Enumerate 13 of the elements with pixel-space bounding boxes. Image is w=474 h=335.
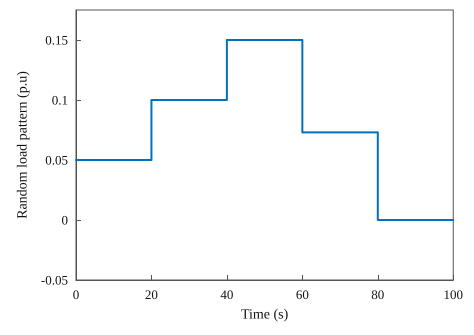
x-tick-label: 20 xyxy=(144,287,158,302)
x-tick-label: 100 xyxy=(444,287,463,302)
x-tick-label: 80 xyxy=(371,287,384,302)
y-axis-title: Random load pattern (p.u) xyxy=(16,70,30,219)
x-axis-title: Time (s) xyxy=(240,308,289,322)
y-tick-label: 0.05 xyxy=(45,152,68,168)
x-tick-label: 40 xyxy=(220,287,234,302)
y-tick-label: -0.05 xyxy=(40,272,68,288)
x-tick-label: 0 xyxy=(72,287,80,302)
y-tick-label: 0.1 xyxy=(52,92,68,108)
y-tick-label: 0 xyxy=(61,212,68,228)
x-tick-label: 60 xyxy=(296,287,309,302)
y-tick-label: 0.15 xyxy=(45,32,68,48)
